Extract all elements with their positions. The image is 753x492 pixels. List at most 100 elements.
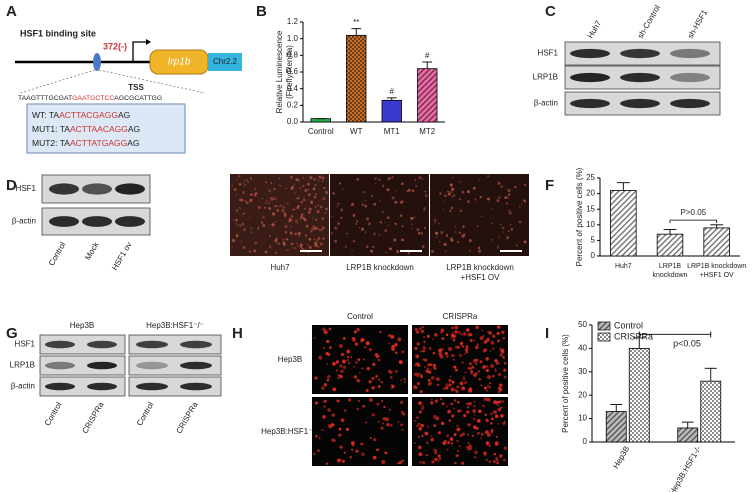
cell-dot	[481, 329, 484, 332]
cell-dot	[453, 334, 456, 338]
cell-dot	[422, 346, 427, 350]
x-tick-label-line: knockdown	[652, 272, 687, 279]
lane-label: Mock	[83, 240, 101, 262]
cell-dot	[387, 177, 391, 181]
cell-dot	[286, 249, 289, 252]
cell-dot	[427, 363, 431, 367]
cell-dot	[334, 226, 338, 230]
cell-dot	[472, 417, 476, 421]
cell-dot	[419, 390, 423, 394]
cell-dot	[449, 183, 453, 187]
cell-dot	[438, 457, 442, 460]
row-label: HSF1	[16, 184, 37, 193]
binding-site	[93, 53, 101, 71]
cell-dot	[390, 376, 393, 379]
cell-dot	[309, 229, 313, 233]
cell-dot	[364, 231, 367, 234]
cell-dot	[450, 387, 455, 392]
cell-dot	[418, 427, 423, 431]
cell-dot	[492, 347, 495, 350]
cell-dot	[465, 345, 469, 349]
cell-dot	[332, 439, 336, 443]
cell-dot	[451, 414, 455, 418]
cell-dot	[447, 192, 451, 196]
cell-dot	[312, 187, 316, 191]
cell-dot	[434, 231, 439, 235]
cell-dot	[478, 409, 482, 414]
cell-dot	[351, 444, 355, 447]
cell-dot	[401, 350, 405, 354]
cell-dot	[326, 374, 331, 379]
cell-dot	[482, 349, 487, 353]
cell-dot	[427, 425, 429, 428]
cell-dot	[430, 376, 435, 380]
cell-dot	[297, 245, 299, 247]
x-tick-label: LRP1B knockdown +HSF1 OV	[687, 263, 746, 279]
cell-dot	[393, 342, 398, 347]
cell-dot	[453, 433, 457, 437]
cell-dot	[394, 351, 398, 354]
cell-dot	[454, 231, 457, 233]
cell-dot	[261, 197, 263, 200]
cell-dot	[394, 200, 398, 204]
cell-dot	[496, 245, 499, 248]
blot-band	[670, 48, 710, 59]
cell-dot	[237, 224, 240, 227]
cell-dot	[484, 454, 487, 457]
cell-dot	[282, 206, 286, 209]
cell-dot	[314, 401, 319, 405]
cell-dot	[290, 175, 293, 179]
cell-dot	[275, 251, 278, 254]
cell-dot	[431, 338, 434, 340]
cell-dot	[385, 417, 390, 422]
cell-dot	[269, 234, 272, 237]
cell-dot	[271, 223, 275, 227]
cell-dot	[433, 424, 437, 427]
cell-dot	[374, 183, 377, 185]
cell-dot	[434, 333, 438, 337]
cell-dot	[299, 217, 302, 220]
cell-dot	[429, 368, 432, 371]
cell-dot	[346, 349, 351, 354]
cell-dot	[390, 334, 395, 339]
cell-dot	[495, 457, 498, 460]
cell-dot	[352, 240, 355, 243]
x-tick-label-line: MT1	[384, 127, 401, 136]
cell-dot	[338, 427, 342, 431]
significance-mark: **	[353, 18, 359, 27]
cell-dot	[454, 330, 458, 334]
y-tick-label: 20	[586, 189, 595, 198]
cell-dot	[466, 402, 469, 405]
cell-dot	[326, 379, 330, 382]
cell-dot	[494, 359, 497, 363]
cell-dot	[427, 378, 431, 382]
cell-dot	[446, 448, 449, 451]
cell-dot	[373, 202, 377, 206]
cell-dot	[486, 389, 488, 392]
cell-dot	[360, 442, 363, 446]
cell-dot	[431, 249, 434, 253]
cell-dot	[381, 184, 385, 188]
cell-dot	[466, 433, 469, 436]
cell-dot	[377, 421, 380, 423]
panel-label: G	[6, 325, 18, 342]
blot-strip	[39, 376, 126, 397]
cell-dot	[468, 249, 471, 252]
cell-dot	[384, 221, 386, 223]
lane-label: sh-HSF1	[686, 8, 710, 40]
cell-dot	[336, 399, 340, 403]
y-axis-label: Percent of positive cells (%)	[575, 167, 584, 266]
legend-swatch-pattern	[598, 333, 610, 341]
cell-dot	[328, 425, 332, 429]
cell-dot	[288, 248, 291, 251]
cell-dot	[276, 209, 280, 212]
blot-band	[620, 48, 660, 59]
cell-dot	[490, 412, 493, 416]
blot-band	[570, 48, 610, 59]
cell-dot	[274, 198, 277, 201]
cell-dot	[417, 372, 421, 376]
cell-dot	[428, 347, 432, 350]
tss-arrowhead	[146, 39, 151, 45]
cell-dot	[368, 222, 371, 226]
cell-dot	[454, 226, 457, 228]
